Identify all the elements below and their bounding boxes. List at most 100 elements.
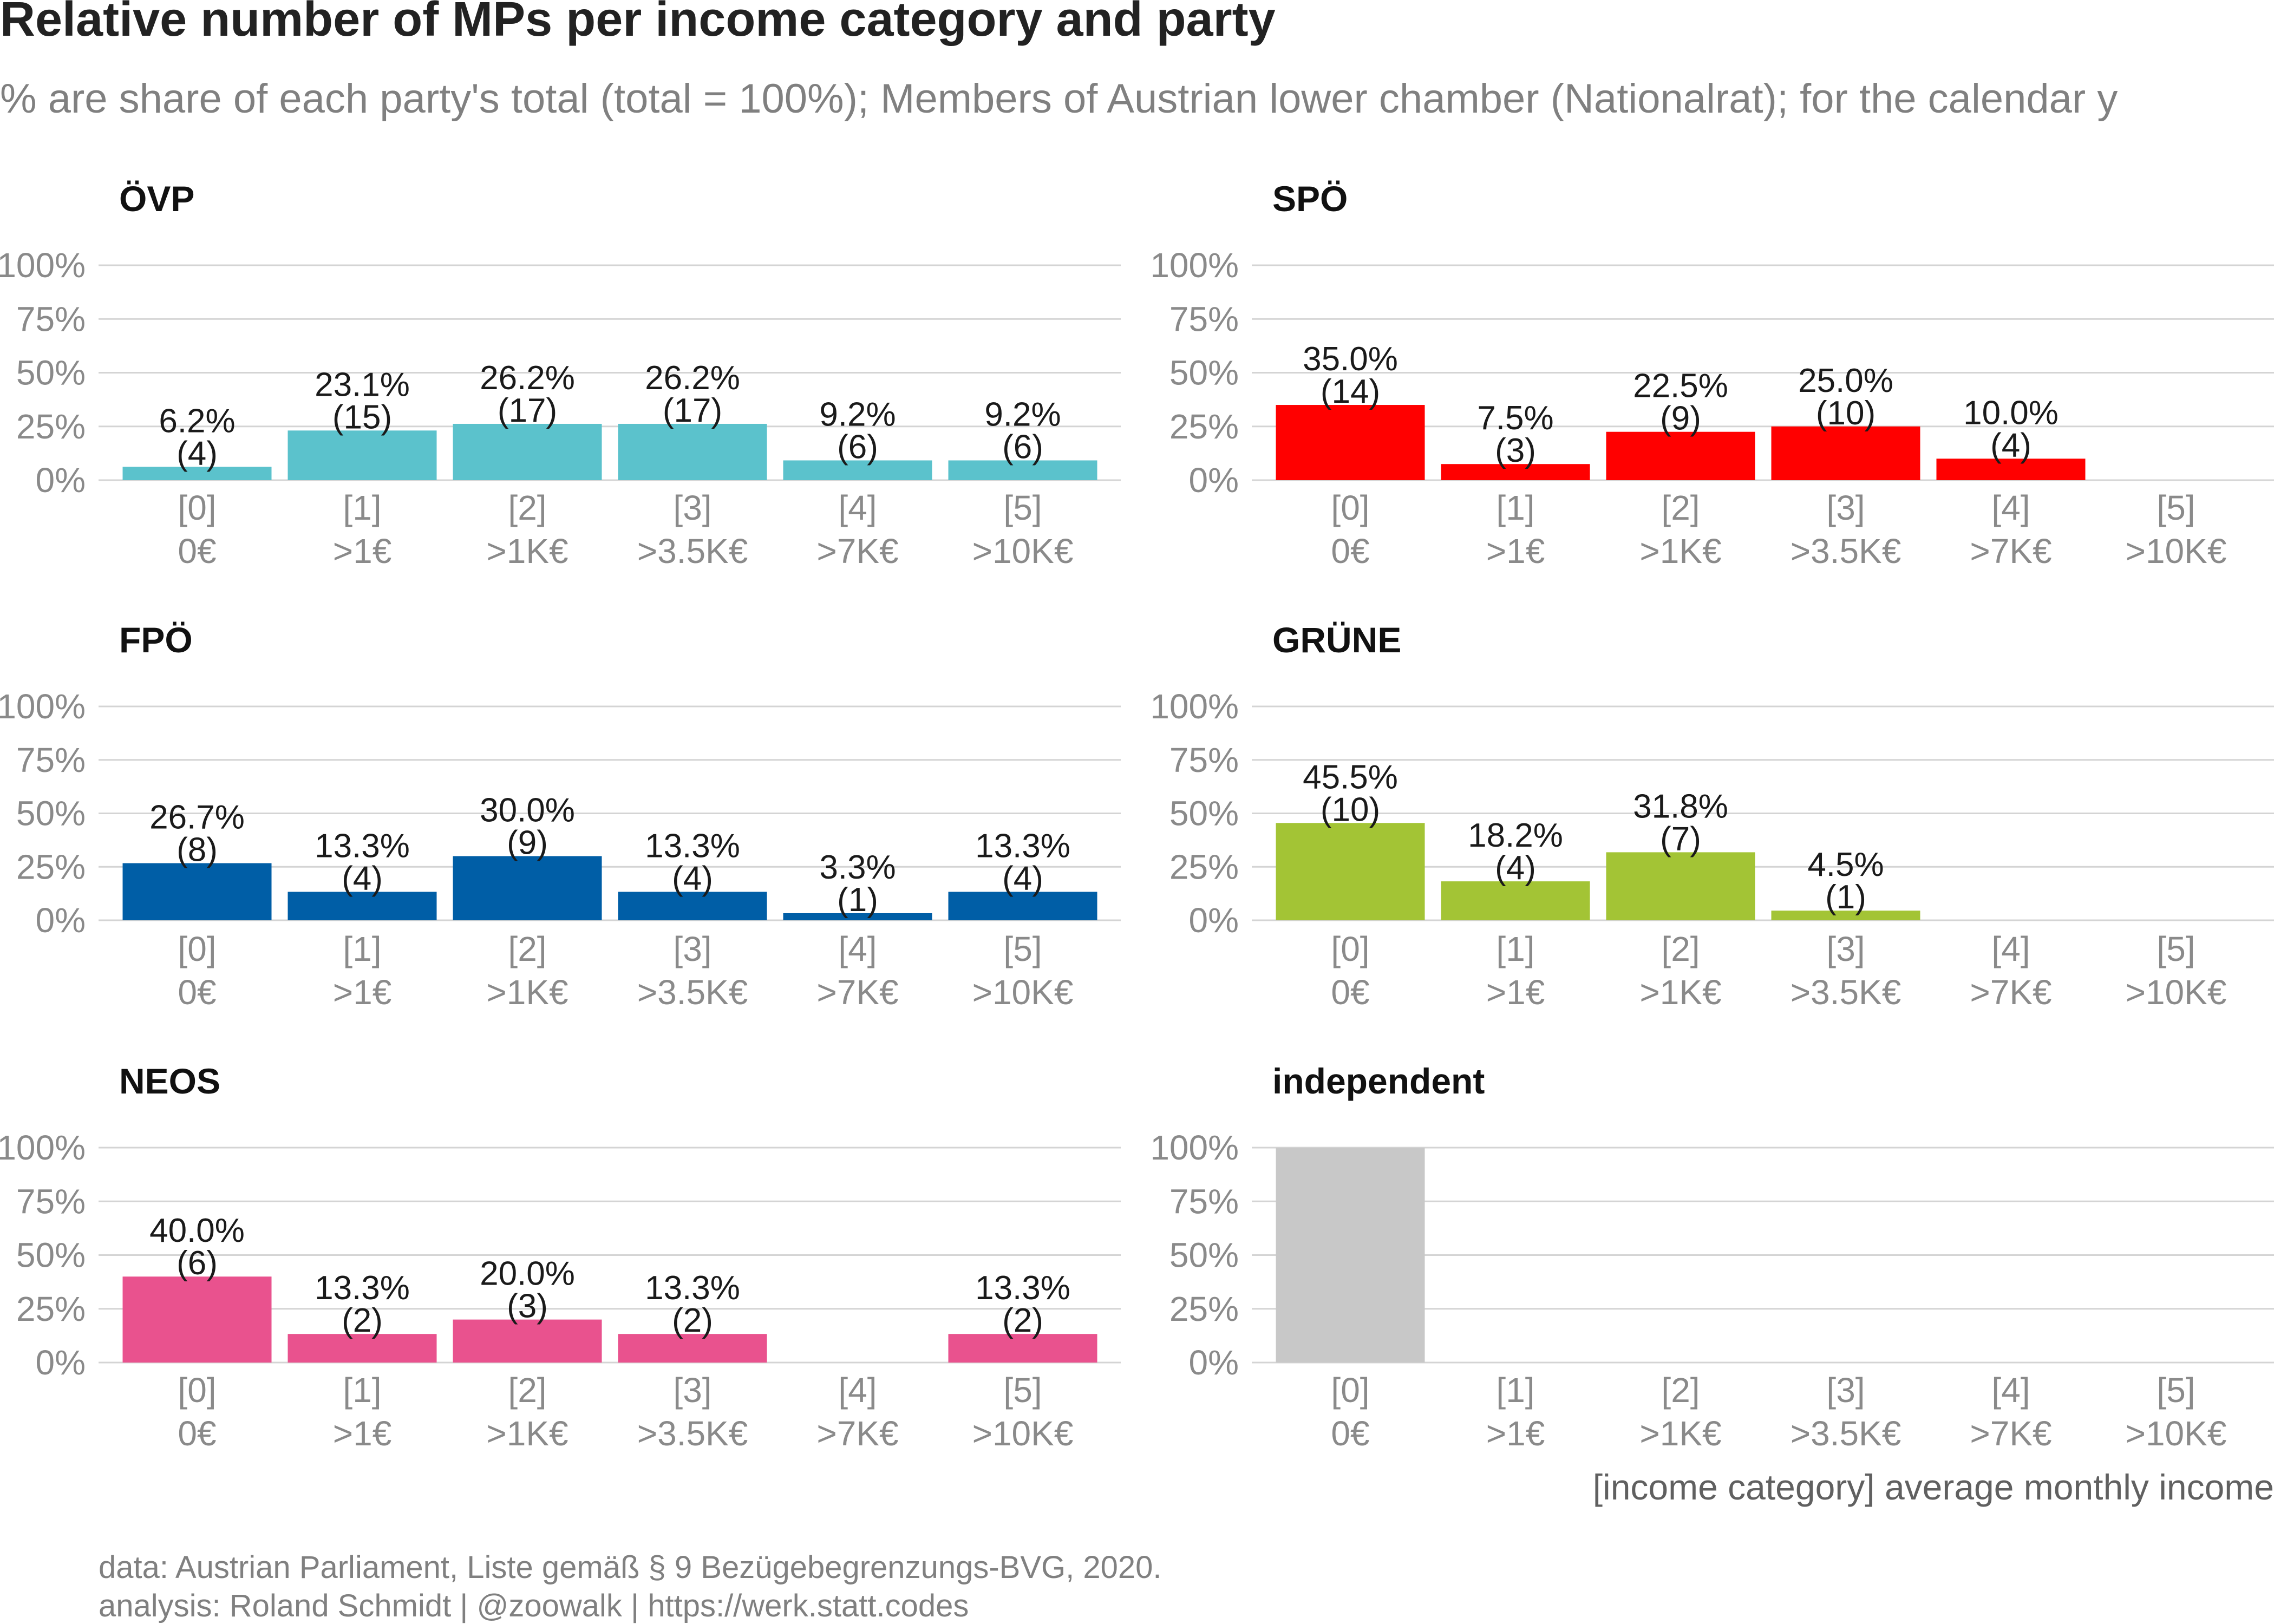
bar-count-label: (17) — [498, 392, 557, 429]
bar-count-label: (4) — [342, 860, 383, 897]
bar-count-label: (3) — [507, 1288, 548, 1325]
y-tick-label: 0% — [36, 1343, 86, 1382]
x-tick-category: [0] — [1331, 488, 1369, 527]
y-tick-label: 100% — [0, 1128, 86, 1167]
bar — [287, 430, 437, 480]
bar — [618, 1334, 767, 1363]
y-tick-label: 0% — [36, 901, 86, 940]
y-tick-label: 25% — [16, 1289, 86, 1328]
x-tick-income: >1K€ — [1639, 532, 1721, 571]
x-tick-income: >1K€ — [486, 1414, 568, 1453]
bar-count-label: (10) — [1816, 395, 1876, 432]
x-tick-category: [1] — [343, 1371, 381, 1410]
bar — [122, 863, 272, 920]
x-tick-category: [1] — [1496, 1371, 1534, 1410]
y-tick-label: 50% — [1169, 1236, 1239, 1275]
bar-count-label: (4) — [1990, 427, 2031, 464]
x-tick-income: >10K€ — [2126, 973, 2227, 1012]
chart-subtitle: % are share of each party's total (total… — [0, 76, 2118, 122]
bar — [948, 892, 1097, 920]
x-tick-category: [4] — [1991, 488, 2030, 527]
bar-percent-label: 45.5% — [1303, 758, 1398, 796]
y-tick-label: 0% — [36, 461, 86, 500]
x-tick-category: [3] — [1826, 488, 1865, 527]
y-tick-label: 100% — [0, 246, 86, 285]
x-tick-income: >10K€ — [972, 973, 1074, 1012]
bar — [1276, 1148, 1425, 1363]
y-tick-label: 100% — [1150, 246, 1239, 285]
x-tick-category: [5] — [1003, 1371, 1042, 1410]
facet-title: SPÖ — [1272, 179, 1348, 219]
facet-panels: ÖVP100%75%50%25%0%6.2%(4)[0]0€23.1%(15)[… — [0, 179, 2274, 1453]
x-tick-income: >7K€ — [1970, 973, 2051, 1012]
bar-percent-label: 40.0% — [149, 1212, 245, 1249]
x-tick-category: [3] — [1826, 929, 1865, 968]
x-tick-income: >3.5K€ — [1791, 532, 1901, 571]
bar — [1276, 405, 1425, 480]
x-tick-income: >10K€ — [972, 1414, 1074, 1453]
bar-count-label: (10) — [1321, 791, 1380, 828]
x-tick-category: [3] — [1826, 1371, 1865, 1410]
bar-percent-label: 13.3% — [975, 1269, 1070, 1307]
x-tick-income: 0€ — [178, 973, 216, 1012]
bar-count-label: (1) — [1825, 879, 1866, 916]
bar — [1441, 464, 1590, 480]
bar-count-label: (15) — [332, 398, 392, 436]
x-tick-category: [3] — [673, 488, 711, 527]
bar — [618, 892, 767, 920]
bar-percent-label: 6.2% — [159, 402, 235, 440]
x-tick-category: [0] — [178, 1371, 216, 1410]
bar-percent-label: 25.0% — [1798, 362, 1893, 400]
facet-neos: NEOS100%75%50%25%0%40.0%(6)[0]0€13.3%(2)… — [0, 1061, 1121, 1453]
x-tick-category: [4] — [838, 488, 877, 527]
x-tick-category: [5] — [2157, 488, 2195, 527]
bar-count-label: (4) — [1002, 860, 1043, 897]
x-tick-category: [3] — [673, 929, 711, 968]
bar — [1606, 431, 1755, 480]
y-tick-label: 0% — [1189, 1343, 1239, 1382]
bar — [453, 856, 602, 920]
bar-count-label: (8) — [177, 831, 218, 869]
bar-percent-label: 13.3% — [645, 1269, 740, 1307]
facet-title: FPÖ — [119, 620, 193, 660]
bar-count-label: (9) — [507, 824, 548, 862]
x-tick-category: [4] — [838, 1371, 877, 1410]
x-tick-income: >1€ — [333, 532, 392, 571]
x-tick-category: [5] — [2157, 1371, 2195, 1410]
chart-title: Relative number of MPs per income catego… — [0, 0, 1276, 47]
x-tick-income: >7K€ — [1970, 532, 2051, 571]
y-tick-label: 50% — [16, 353, 86, 392]
bar-count-label: (3) — [1495, 432, 1536, 469]
bar — [287, 892, 437, 920]
x-tick-category: [1] — [1496, 488, 1534, 527]
bar — [122, 467, 272, 480]
x-tick-category: [2] — [508, 488, 546, 527]
x-tick-category: [2] — [1661, 488, 1700, 527]
y-tick-label: 0% — [1189, 461, 1239, 500]
bar-percent-label: 18.2% — [1468, 817, 1563, 854]
x-tick-category: [2] — [508, 929, 546, 968]
bar — [287, 1334, 437, 1363]
x-tick-income: 0€ — [178, 532, 216, 571]
bar-count-label: (2) — [672, 1302, 713, 1339]
x-tick-income: >1€ — [1486, 1414, 1545, 1453]
x-tick-income: >7K€ — [816, 1414, 898, 1453]
bar — [453, 1319, 602, 1363]
x-axis-label: [income category] average monthly income — [1593, 1467, 2274, 1507]
x-tick-income: >7K€ — [816, 532, 898, 571]
y-tick-label: 0% — [1189, 901, 1239, 940]
facet-title: independent — [1272, 1061, 1485, 1101]
y-tick-label: 25% — [16, 407, 86, 446]
bar-count-label: (17) — [663, 392, 722, 429]
x-tick-category: [0] — [178, 488, 216, 527]
facet-fp-: FPÖ100%75%50%25%0%26.7%(8)[0]0€13.3%(4)[… — [0, 620, 1121, 1012]
facet--vp: ÖVP 100% 75% 50% 25% 0% 6.2%(4) [0] 0€ 23.1%(15) [… — [0, 179, 1121, 571]
x-tick-income: >1K€ — [486, 973, 568, 1012]
x-tick-category: [4] — [1991, 929, 2030, 968]
x-tick-category: [5] — [1003, 488, 1042, 527]
y-tick-label: 50% — [1169, 794, 1239, 833]
x-tick-income: 0€ — [1331, 973, 1369, 1012]
caption-line-1: data: Austrian Parliament, Liste gemäß §… — [99, 1550, 1162, 1585]
bar-count-label: (2) — [1002, 1302, 1043, 1339]
